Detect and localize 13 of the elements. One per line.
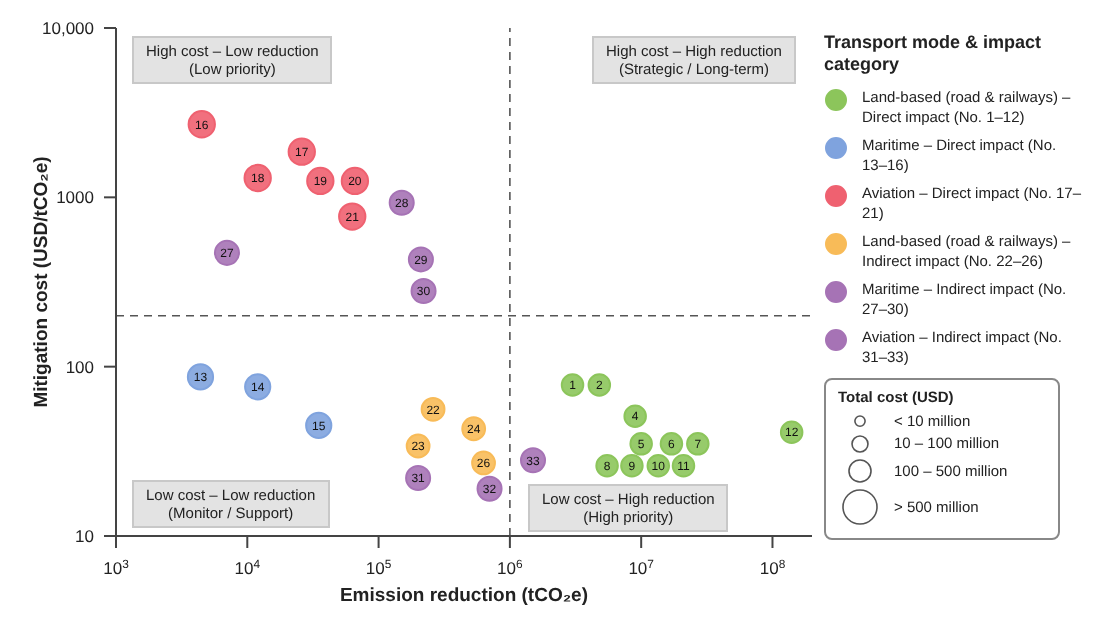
x-tick-label: 10$^{8}$ [759,558,787,578]
x-tick-label: 10$^{6}$ [497,558,525,578]
y-tick-label: 1000 [56,187,95,208]
x-tick-label: 10$^{3}$ [103,558,131,578]
y-tick-label: 10,000 [42,18,95,38]
x-tick-label: 10$^{7}$ [628,558,654,578]
x-axis-title: Emission reduction (tCO₂e) [339,585,589,608]
y-tick-label: 100 [65,356,95,377]
x-tick-label: 10$^{5}$ [365,558,393,578]
y-axis-title: Mitigation cost (USD/tCO₂e) [30,156,53,408]
x-tick-label: 10$^{4}$ [234,558,262,578]
y-tick-label: 10 [75,526,95,546]
legend-title: Transport mode & impact category [824,32,1044,76]
